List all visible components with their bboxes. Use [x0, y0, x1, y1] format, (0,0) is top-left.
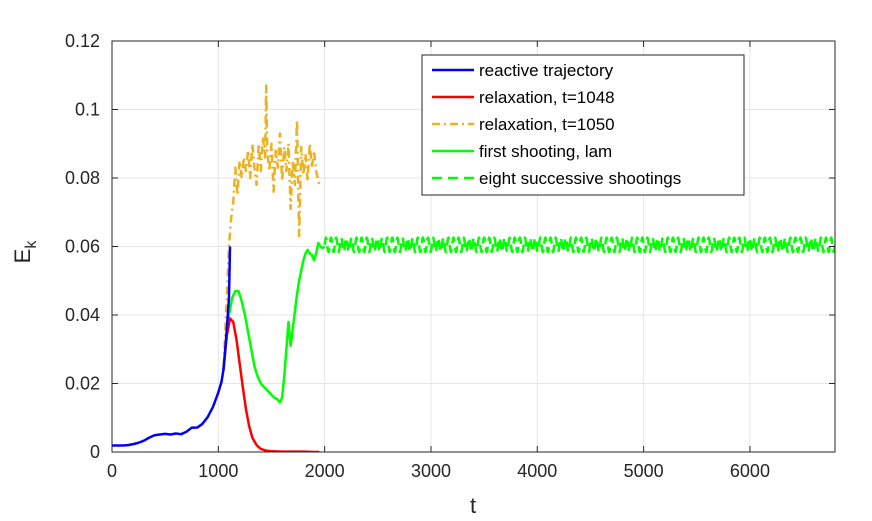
x-tick-label: 1000: [198, 461, 238, 481]
y-axis-label: Ek: [10, 240, 40, 264]
y-tick-label: 0.04: [65, 305, 100, 325]
x-tick-label: 6000: [730, 461, 770, 481]
legend-box: [421, 54, 745, 196]
legend-entry-label: eight successive shootings: [479, 169, 681, 188]
legend-entry-label: relaxation, t=1050: [479, 115, 615, 134]
y-tick-label: 0.12: [65, 31, 100, 51]
x-tick-label: 4000: [517, 461, 557, 481]
series-line: [222, 241, 326, 404]
y-axis-label-subscript: k: [23, 240, 40, 249]
y-tick-label: 0.06: [65, 237, 100, 257]
series-line: [222, 84, 321, 367]
x-tick-label: 0: [107, 461, 117, 481]
legend: reactive trajectory relaxation, t=1048 rel…: [421, 54, 745, 196]
legend-entry-label: first shooting, lam: [479, 142, 612, 161]
y-tick-label: 0: [90, 442, 100, 462]
series-line: [112, 246, 232, 447]
x-tick-label: 3000: [411, 461, 451, 481]
legend-entry-label: relaxation, t=1048: [479, 88, 615, 107]
y-tick-label: 0.08: [65, 168, 100, 188]
y-tick-label: 0.1: [75, 100, 100, 120]
x-tick-label: 5000: [624, 461, 664, 481]
y-tick-label: 0.02: [65, 374, 100, 394]
y-axis-label-main: E: [10, 249, 35, 264]
x-axis-label: t: [470, 493, 476, 518]
legend-entry-label: reactive trajectory: [479, 61, 614, 80]
x-tick-label: 2000: [305, 461, 345, 481]
ticks: 0 1000 2000 3000 4000 5000 6000 0 0.02 0.04 0.06 0.…: [65, 31, 835, 481]
